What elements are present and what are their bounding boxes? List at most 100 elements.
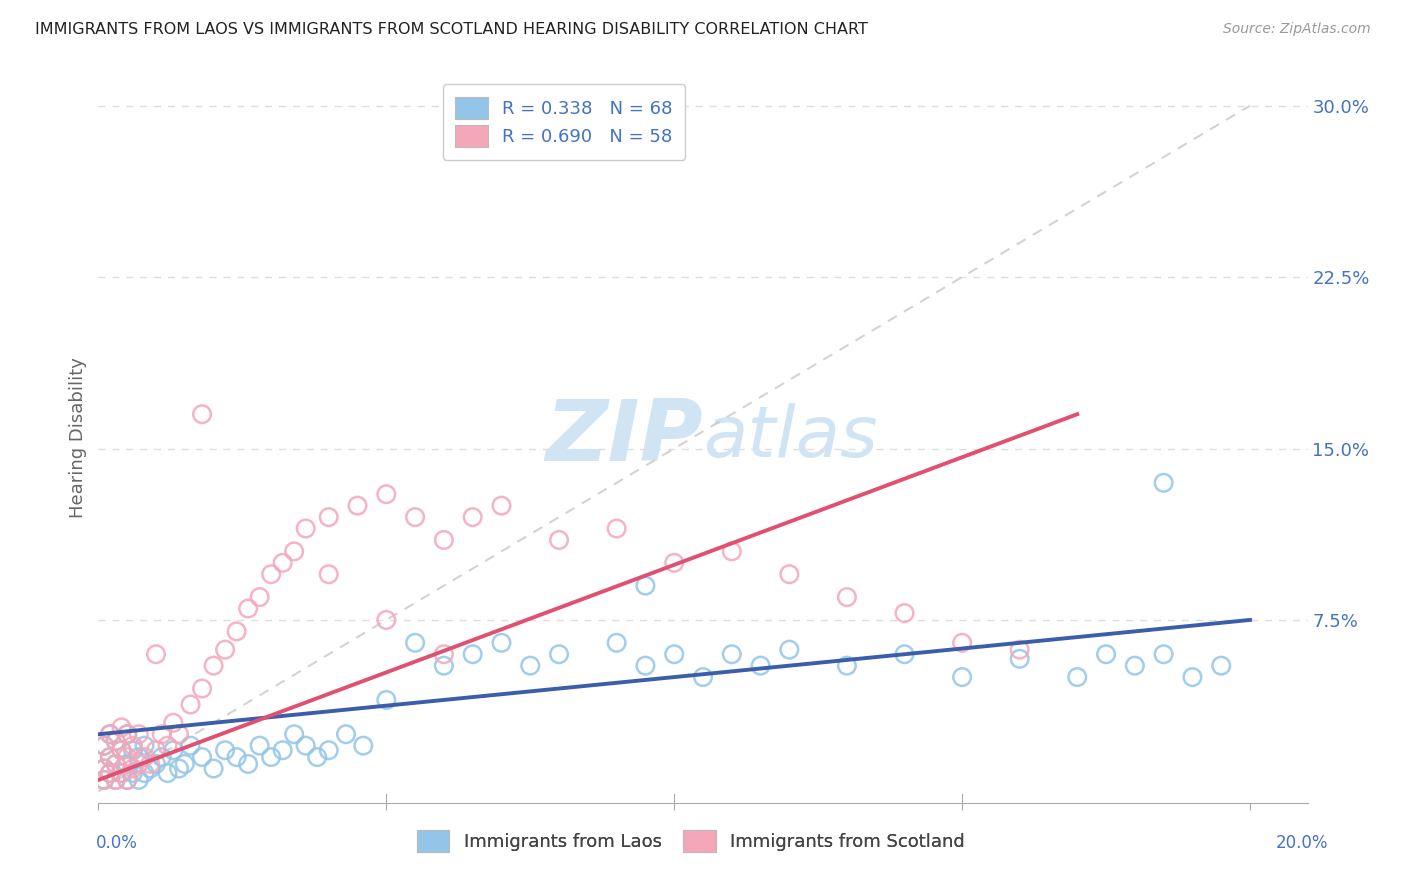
Point: [139, 756, 162, 771]
Point: [110, 743, 132, 757]
Point: [139, 762, 162, 776]
Point: [950, 636, 973, 650]
Point: [110, 720, 132, 734]
Point: [93, 762, 115, 776]
Point: [606, 636, 628, 650]
Point: [225, 624, 247, 639]
Point: [134, 766, 156, 780]
Point: [346, 499, 368, 513]
Point: [519, 658, 541, 673]
Point: [778, 642, 800, 657]
Point: [249, 590, 271, 604]
Point: [236, 601, 259, 615]
Point: [98, 727, 121, 741]
Point: [1123, 658, 1146, 673]
Point: [950, 670, 973, 684]
Point: [110, 766, 132, 780]
Point: [1181, 670, 1204, 684]
Point: [145, 743, 167, 757]
Point: [128, 727, 150, 741]
Point: [115, 772, 138, 787]
Point: [375, 487, 398, 501]
Point: [271, 743, 294, 757]
Point: [110, 766, 132, 780]
Text: 0.0%: 0.0%: [96, 834, 138, 852]
Point: [98, 766, 121, 780]
Point: [115, 727, 138, 741]
Point: [93, 739, 115, 753]
Point: [214, 642, 236, 657]
Point: [294, 739, 316, 753]
Text: atlas: atlas: [703, 402, 877, 472]
Point: [202, 762, 225, 776]
Point: [115, 727, 138, 741]
Point: [122, 762, 145, 776]
Point: [104, 734, 127, 748]
Point: [335, 727, 357, 741]
Point: [93, 762, 115, 776]
Point: [122, 739, 145, 753]
Point: [271, 556, 294, 570]
Point: [606, 521, 628, 535]
Point: [145, 756, 167, 771]
Point: [893, 606, 915, 620]
Point: [115, 772, 138, 787]
Point: [307, 750, 329, 764]
Y-axis label: Hearing Disability: Hearing Disability: [69, 357, 87, 517]
Point: [104, 756, 127, 771]
Point: [1008, 652, 1031, 666]
Point: [128, 756, 150, 771]
Point: [433, 533, 456, 547]
Point: [115, 750, 138, 764]
Text: ZIP: ZIP: [546, 395, 703, 479]
Point: [162, 743, 184, 757]
Point: [283, 727, 305, 741]
Point: [720, 544, 742, 558]
Point: [1153, 647, 1175, 661]
Point: [93, 772, 115, 787]
Point: [778, 567, 800, 582]
Point: [283, 544, 305, 558]
Point: [318, 510, 340, 524]
Text: Source: ZipAtlas.com: Source: ZipAtlas.com: [1223, 22, 1371, 37]
Point: [191, 407, 214, 421]
Point: [180, 739, 202, 753]
Point: [98, 727, 121, 741]
Point: [433, 658, 456, 673]
Point: [104, 772, 127, 787]
Point: [122, 766, 145, 780]
Point: [104, 772, 127, 787]
Point: [110, 743, 132, 757]
Point: [156, 766, 179, 780]
Point: [134, 739, 156, 753]
Point: [150, 727, 173, 741]
Point: [249, 739, 271, 753]
Point: [634, 658, 657, 673]
Text: IMMIGRANTS FROM LAOS VS IMMIGRANTS FROM SCOTLAND HEARING DISABILITY CORRELATION : IMMIGRANTS FROM LAOS VS IMMIGRANTS FROM …: [35, 22, 868, 37]
Point: [1066, 670, 1088, 684]
Point: [98, 750, 121, 764]
Point: [318, 743, 340, 757]
Point: [720, 647, 742, 661]
Point: [236, 756, 259, 771]
Point: [167, 727, 190, 741]
Point: [491, 499, 513, 513]
Point: [1211, 658, 1233, 673]
Point: [191, 681, 214, 696]
Point: [1095, 647, 1118, 661]
Point: [98, 750, 121, 764]
Point: [167, 762, 190, 776]
Point: [548, 647, 571, 661]
Point: [173, 756, 195, 771]
Point: [260, 567, 283, 582]
Point: [202, 658, 225, 673]
Point: [664, 556, 686, 570]
Point: [128, 772, 150, 787]
Point: [104, 734, 127, 748]
Point: [115, 756, 138, 771]
Point: [260, 750, 283, 764]
Point: [404, 636, 426, 650]
Point: [191, 750, 214, 764]
Point: [375, 613, 398, 627]
Point: [1008, 642, 1031, 657]
